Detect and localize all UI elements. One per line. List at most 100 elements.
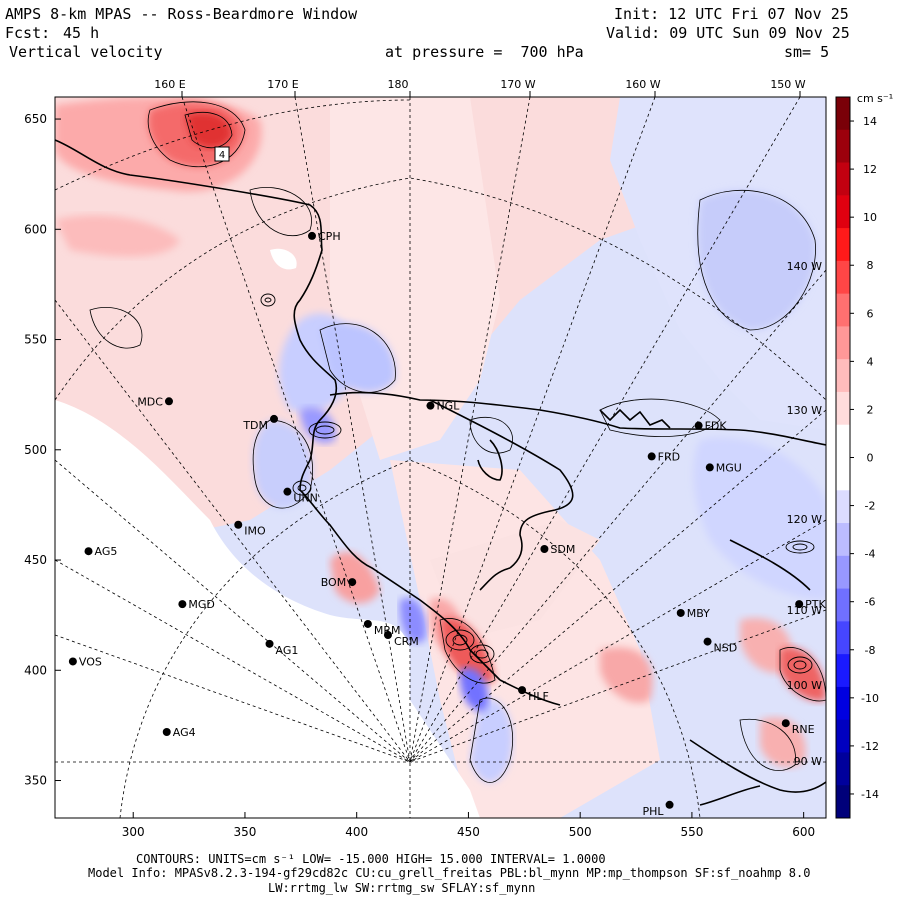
station-dot <box>84 547 93 556</box>
x-tick-label: 350 <box>234 825 257 839</box>
top-tick-label: 170 E <box>267 78 298 91</box>
left-y-axis: 650 600 550 500 450 400 350 <box>24 112 61 788</box>
station-label: FDK <box>705 420 728 433</box>
station-dot <box>426 401 435 410</box>
station-dot <box>162 728 171 737</box>
station-dot <box>705 463 714 472</box>
station-label: TDM <box>242 419 268 432</box>
colorbar-swatch <box>836 621 850 655</box>
station-dot <box>781 719 790 728</box>
station-label: PHL <box>643 805 665 818</box>
y-tick-label: 650 <box>24 112 47 126</box>
physics-info: LW:rrtmg_lw SW:rrtmg_sw SFLAY:sf_mynn <box>268 881 536 895</box>
x-tick-label: 400 <box>345 825 368 839</box>
colorbar-swatch <box>836 457 850 491</box>
map-longitude-label: 90 W <box>794 755 822 768</box>
max-label-box <box>214 146 230 162</box>
colorbar-swatch <box>836 654 850 688</box>
station-dot <box>676 608 685 617</box>
y-tick-label: 450 <box>24 553 47 567</box>
top-tick-label: 180 <box>388 78 409 91</box>
station-label: SDM <box>550 543 575 556</box>
colorbar-swatch <box>836 523 850 557</box>
contour-info: CONTOURS: UNITS=cm s⁻¹ LOW= -15.000 HIGH… <box>136 852 606 866</box>
colorbar-swatch <box>836 260 850 295</box>
x-tick-label: 300 <box>122 825 145 839</box>
colorbar-swatch <box>836 424 850 458</box>
colorbar: 14 12 10 8 6 4 2 0 -2 -4 -6 -8 -10 -12 -14 <box>835 96 879 819</box>
colorbar-swatch <box>836 129 850 164</box>
colorbar-swatch <box>836 588 850 622</box>
top-tick-label: 160 W <box>625 78 660 91</box>
colorbar-swatch <box>836 752 850 786</box>
y-tick-label: 600 <box>24 222 47 236</box>
map-longitude-label: 120 W <box>787 513 822 526</box>
smoothing-value: sm= 5 <box>784 43 830 61</box>
station-label: AG1 <box>276 644 299 657</box>
top-tick-label: 160 E <box>154 78 185 91</box>
station-label: AG5 <box>95 545 118 558</box>
forecast-hour: 45 h <box>63 24 100 42</box>
station-label: MRM <box>374 624 401 637</box>
colorbar-units: cm s⁻¹ <box>857 92 893 105</box>
map-longitude-label: 140 W <box>787 260 822 273</box>
station-dot <box>283 487 292 496</box>
station-dot <box>308 231 316 240</box>
max-label: 4 <box>219 150 225 161</box>
station-label: FRD <box>658 450 680 463</box>
station-label: NGL <box>436 400 460 413</box>
y-tick-label: 550 <box>24 333 47 347</box>
colorbar-tick-label: 4 <box>867 355 874 368</box>
station-dot <box>164 397 173 406</box>
top-longitude-axis: 160 E 170 E 180 170 W 160 W 150 W <box>154 78 806 97</box>
colorbar-tick-label: -12 <box>861 740 879 753</box>
colorbar-tick-label: 2 <box>867 403 874 416</box>
station-dot <box>694 421 703 430</box>
colorbar-tick-label: -14 <box>861 788 879 801</box>
colorbar-swatch <box>836 719 850 753</box>
station-label: UNN <box>293 492 318 505</box>
variable-name: Vertical velocity <box>9 43 163 61</box>
station-dot <box>518 686 527 695</box>
map-longitude-label: 100 W <box>787 679 822 692</box>
station-dot <box>540 545 549 554</box>
bottom-x-axis: 300 350 400 450 500 550 600 <box>122 812 815 839</box>
pressure-level: at pressure = 700 hPa <box>385 43 584 61</box>
colorbar-tick-label: 0 <box>867 452 874 465</box>
station-label: MGU <box>716 461 742 474</box>
colorbar-swatch <box>836 97 850 131</box>
station-dot <box>703 637 712 646</box>
station-label: VOS <box>79 655 102 668</box>
station-label: HLF <box>528 690 549 703</box>
top-tick-label: 150 W <box>770 78 805 91</box>
colorbar-swatch <box>836 195 850 229</box>
x-tick-label: 450 <box>457 825 480 839</box>
station-dot <box>348 578 357 587</box>
colorbar-swatch <box>836 490 850 524</box>
station-label: CPH <box>318 230 341 243</box>
station-markers: CPH MDC NGL TDM FDK FRD MGU UNN IMO AG5 SDM BOM MGD P… <box>68 230 827 818</box>
colorbar-tick-label: 8 <box>867 259 874 272</box>
map-longitude-label: 130 W <box>787 404 822 417</box>
colorbar-tick-label: 6 <box>867 307 874 320</box>
station-dot <box>363 619 372 628</box>
colorbar-swatch <box>836 228 850 262</box>
colorbar-tick-label: -10 <box>861 692 879 705</box>
station-label: MGD <box>188 598 215 611</box>
colorbar-tick-label: -6 <box>865 596 876 609</box>
station-dot <box>68 657 77 666</box>
map-title: AMPS 8-km MPAS -- Ross-Beardmore Window <box>5 5 358 23</box>
station-dot <box>795 600 804 609</box>
station-label: RNE <box>792 723 815 736</box>
colorbar-swatch <box>836 785 850 819</box>
station-dot <box>234 520 243 529</box>
y-tick-label: 350 <box>24 774 47 788</box>
colorbar-tick-label: -4 <box>865 548 876 561</box>
colorbar-swatch <box>836 293 850 327</box>
station-dot <box>270 414 279 423</box>
x-tick-label: 600 <box>792 825 815 839</box>
colorbar-tick-label: -8 <box>865 644 876 657</box>
station-label: BOM <box>321 576 347 589</box>
colorbar-swatch <box>836 686 850 721</box>
